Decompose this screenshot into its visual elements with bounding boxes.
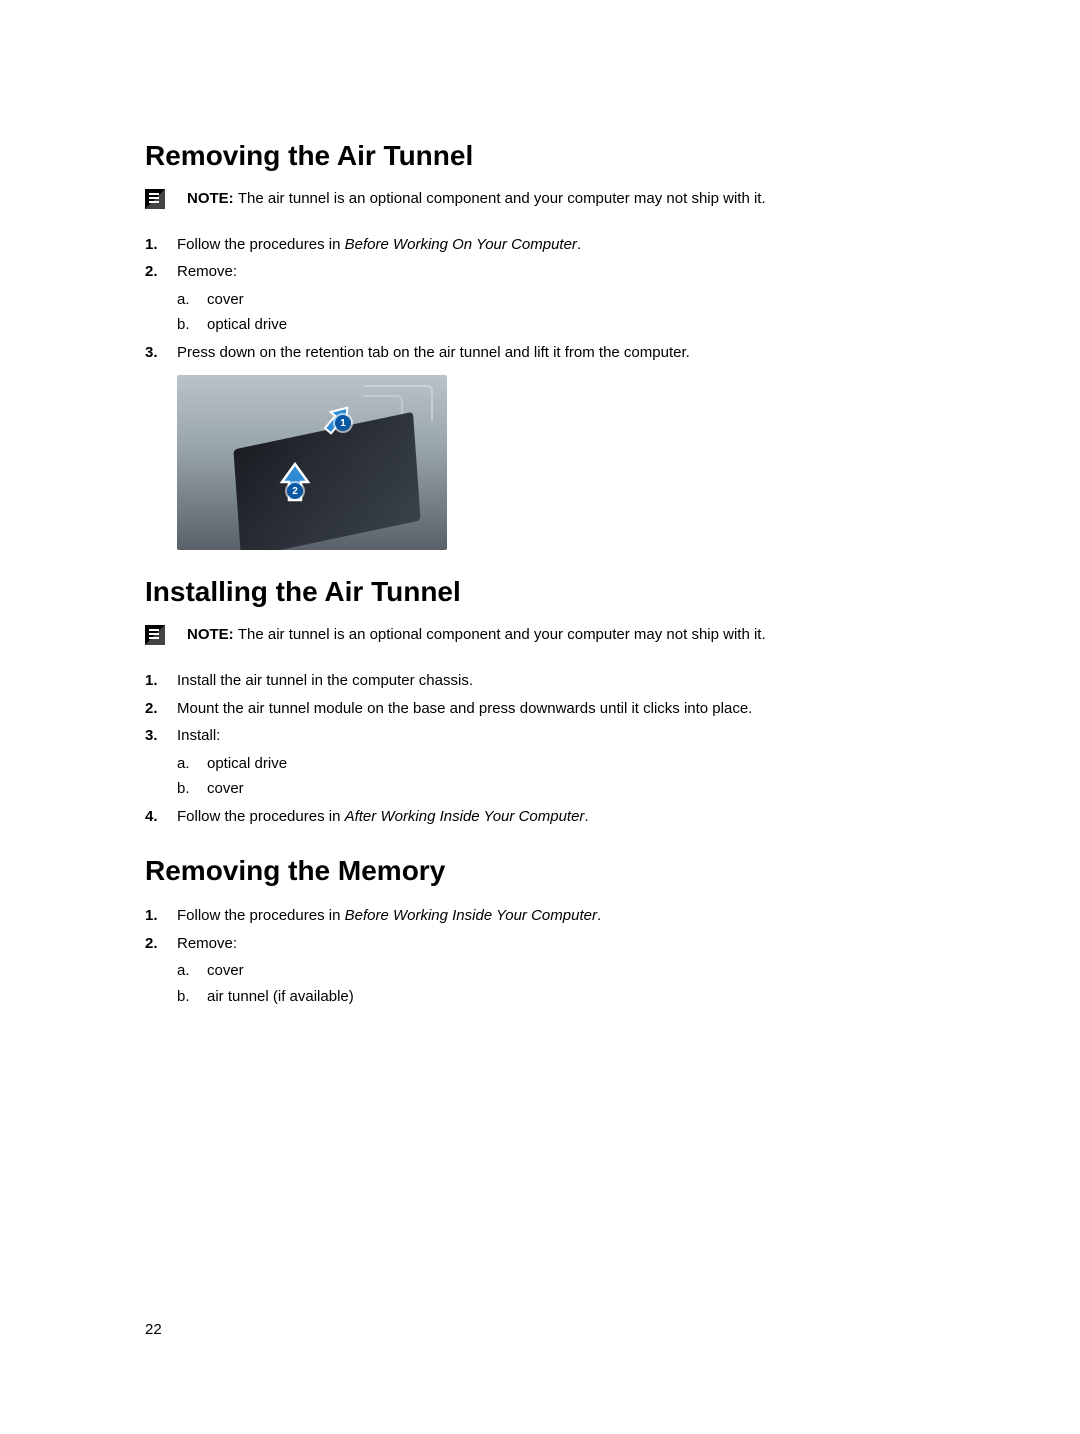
step-1-prefix: Follow the procedures in	[177, 236, 345, 253]
step-1-italic: Before Working Inside Your Computer	[345, 907, 597, 924]
heading-remove-air-tunnel: Removing the Air Tunnel	[145, 140, 960, 172]
step-2b: optical drive	[177, 312, 960, 338]
step-1-italic: Before Working On Your Computer	[345, 236, 577, 253]
step-2: Mount the air tunnel module on the base …	[145, 696, 960, 722]
step-3: Press down on the retention tab on the a…	[145, 340, 960, 366]
note-install-air-tunnel: NOTE: The air tunnel is an optional comp…	[145, 624, 960, 646]
step-4-suffix: .	[584, 808, 588, 825]
note-remove-air-tunnel: NOTE: The air tunnel is an optional comp…	[145, 188, 960, 210]
note-icon	[145, 625, 165, 645]
step-1-suffix: .	[597, 907, 601, 924]
note-text: NOTE: The air tunnel is an optional comp…	[187, 188, 766, 210]
note-prefix: NOTE:	[187, 626, 238, 643]
step-2b: air tunnel (if available)	[177, 984, 960, 1010]
step-3b: cover	[177, 776, 960, 802]
step-2-sub: cover air tunnel (if available)	[177, 958, 960, 1009]
step-2-sub: cover optical drive	[177, 287, 960, 338]
step-4-italic: After Working Inside Your Computer	[345, 808, 585, 825]
step-3-sub: optical drive cover	[177, 751, 960, 802]
step-2a: cover	[177, 958, 960, 984]
note-body: The air tunnel is an optional component …	[238, 626, 766, 643]
figure-air-tunnel: 1 2	[177, 375, 447, 550]
step-1: Install the air tunnel in the computer c…	[145, 668, 960, 694]
step-3a: optical drive	[177, 751, 960, 777]
note-text: NOTE: The air tunnel is an optional comp…	[187, 624, 766, 646]
step-1-prefix: Follow the procedures in	[177, 907, 345, 924]
step-2-text: Remove:	[177, 935, 237, 952]
step-4-prefix: Follow the procedures in	[177, 808, 345, 825]
step-3-text: Install:	[177, 727, 220, 744]
step-1: Follow the procedures in Before Working …	[145, 232, 960, 258]
step-2: Remove: cover air tunnel (if available)	[145, 931, 960, 1010]
step-1: Follow the procedures in Before Working …	[145, 903, 960, 929]
heading-install-air-tunnel: Installing the Air Tunnel	[145, 576, 960, 608]
steps-remove-memory: Follow the procedures in Before Working …	[145, 903, 960, 1009]
page-number: 22	[145, 1321, 162, 1338]
step-2-text: Remove:	[177, 263, 237, 280]
step-2a: cover	[177, 287, 960, 313]
step-1-suffix: .	[577, 236, 581, 253]
step-4: Follow the procedures in After Working I…	[145, 804, 960, 830]
heading-remove-memory: Removing the Memory	[145, 855, 960, 887]
note-prefix: NOTE:	[187, 190, 238, 207]
steps-remove-air-tunnel: Follow the procedures in Before Working …	[145, 232, 960, 366]
step-2: Remove: cover optical drive	[145, 259, 960, 338]
note-icon	[145, 189, 165, 209]
step-3: Install: optical drive cover	[145, 723, 960, 802]
steps-install-air-tunnel: Install the air tunnel in the computer c…	[145, 668, 960, 829]
note-body: The air tunnel is an optional component …	[238, 190, 766, 207]
